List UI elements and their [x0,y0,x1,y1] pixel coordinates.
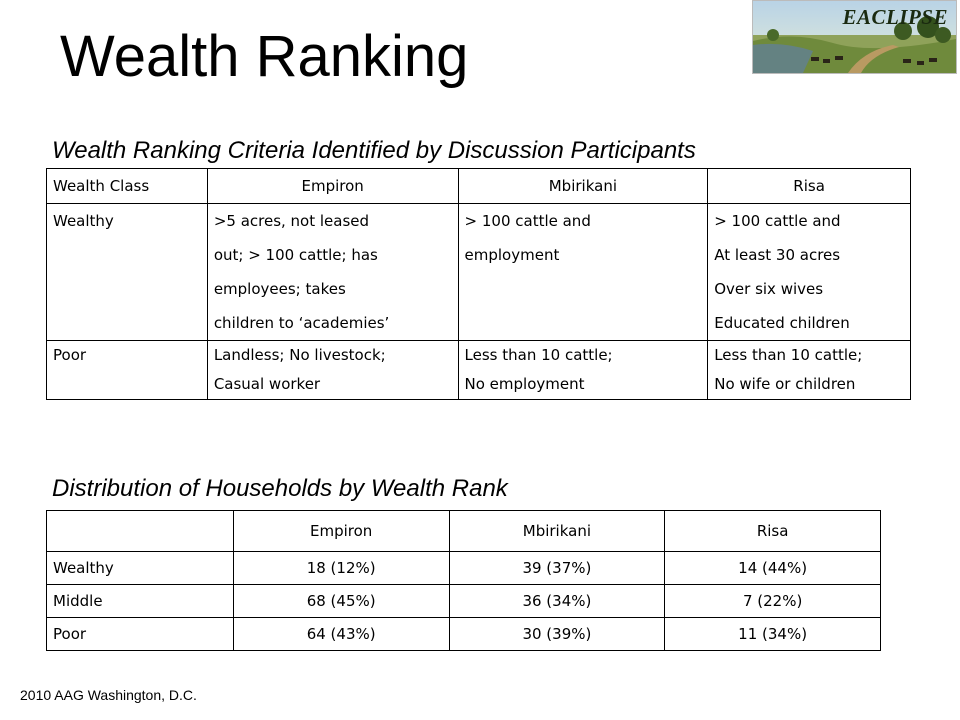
row-label: Poor [46,617,234,651]
cell-line: Less than 10 cattle; [714,346,863,364]
column-header: Empiron [232,510,450,552]
criteria-cell: Less than 10 cattle; No wife or children [707,340,911,400]
column-header: Wealth Class [46,168,208,204]
table-cell: 68 (45%) [232,584,450,618]
criteria-cell: Landless; No livestock; Casual worker [206,340,459,400]
table-row: Poor Landless; No livestock; Casual work… [46,340,911,400]
cell-line: employees; takes [213,280,346,298]
table-cell: 11 (34%) [664,617,881,651]
column-header: Empiron [206,168,459,204]
eaclipse-logo: EACLIPSE [752,0,957,74]
cell-line: children to ‘academies’ [213,314,390,332]
cell-line: Casual worker [213,375,321,393]
criteria-cell: > 100 cattle and employment [457,203,709,341]
criteria-cell: Less than 10 cattle; No employment [457,340,709,400]
cell-line: > 100 cattle and [714,212,841,230]
table-cell: 30 (39%) [448,617,666,651]
table-row: Wealthy 18 (12%) 39 (37%) 14 (44%) [46,551,881,585]
cell-line: At least 30 acres [714,246,841,264]
criteria-cell: >5 acres, not leased out; > 100 cattle; … [206,203,459,341]
table-row: Wealthy >5 acres, not leased out; > 100 … [46,203,911,341]
column-header: Mbirikani [457,168,709,204]
table-cell: 64 (43%) [232,617,450,651]
criteria-cell: > 100 cattle and At least 30 acres Over … [707,203,911,341]
table-cell: 18 (12%) [232,551,450,585]
table-cell: 7 (22%) [664,584,881,618]
household-distribution-table: Empiron Mbirikani Risa Wealthy 18 (12%) … [46,510,881,651]
column-header [46,510,234,552]
cell-line: Over six wives [714,280,824,298]
wealth-class-cell: Poor [46,340,208,400]
criteria-heading: Wealth Ranking Criteria Identified by Di… [52,137,696,164]
cell-line: No wife or children [714,375,856,393]
table-cell: 14 (44%) [664,551,881,585]
cell-line: Landless; No livestock; [213,346,386,364]
slide-title: Wealth Ranking [60,24,469,89]
cell-line: Educated children [714,314,850,332]
column-header: Risa [664,510,881,552]
table-header-row: Empiron Mbirikani Risa [46,510,881,552]
wealth-class-cell: Wealthy [46,203,208,341]
cell-line: >5 acres, not leased [213,212,370,230]
landscape-photo [753,1,956,73]
table-row: Middle 68 (45%) 36 (34%) 7 (22%) [46,584,881,618]
cell-line: No employment [464,375,585,393]
table-row: Poor 64 (43%) 30 (39%) 11 (34%) [46,617,881,651]
table-header-row: Wealth Class Empiron Mbirikani Risa [46,168,911,204]
logo-text: EACLIPSE [842,5,948,29]
wealth-criteria-table: Wealth Class Empiron Mbirikani Risa Weal… [46,168,911,400]
row-label: Wealthy [46,551,234,585]
table-cell: 36 (34%) [448,584,666,618]
cell-line: out; > 100 cattle; has [213,246,378,264]
table-cell: 39 (37%) [448,551,666,585]
cell-line: employment [464,246,560,264]
row-label: Middle [46,584,234,618]
column-header: Mbirikani [448,510,666,552]
column-header: Risa [707,168,911,204]
cell-line: > 100 cattle and [464,212,591,230]
cell-line: Less than 10 cattle; [464,346,613,364]
distribution-heading: Distribution of Households by Wealth Ran… [52,475,508,502]
footer-text: 2010 AAG Washington, D.C. [20,687,197,703]
